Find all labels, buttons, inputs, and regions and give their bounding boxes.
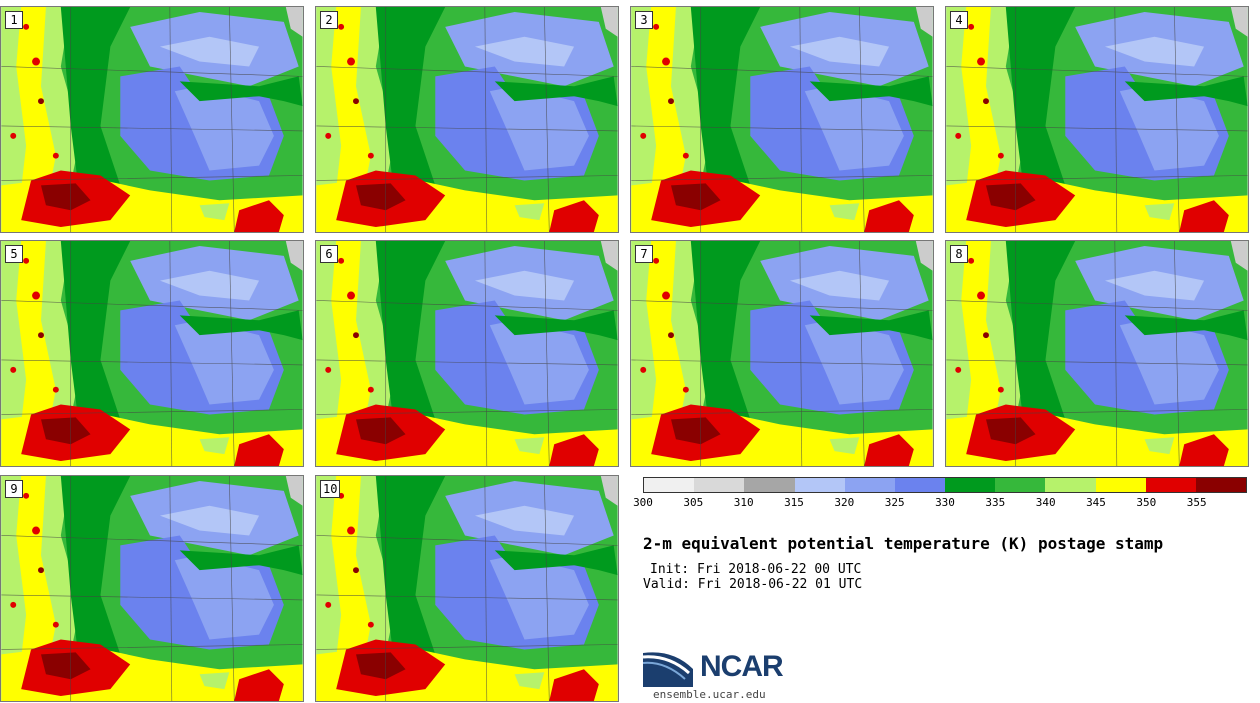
colorbar-tick-label: 300 [633, 496, 653, 509]
colorbar-swatch-320 [844, 478, 895, 492]
ncar-url: ensemble.ucar.edu [653, 688, 766, 701]
member-panel-6: 6 [315, 240, 619, 467]
map-member-4 [946, 7, 1248, 232]
valid-time: Valid: Fri 2018-06-22 01 UTC [643, 577, 863, 592]
product-title: 2-m equivalent potential temperature (K)… [643, 534, 1164, 553]
init-time: Init: Fri 2018-06-22 00 UTC [650, 562, 862, 577]
member-label-3: 3 [635, 11, 653, 29]
map-member-6 [316, 241, 618, 466]
member-panel-9: 9 [0, 475, 304, 702]
colorbar-swatch-325 [894, 478, 946, 492]
member-panel-10: 10 [315, 475, 619, 702]
colorbar-tick-label: 325 [884, 496, 905, 509]
colorbar-swatch-330 [945, 478, 996, 492]
map-member-3 [631, 7, 933, 232]
member-panel-5: 5 [0, 240, 304, 467]
member-panel-8: 8 [945, 240, 1249, 467]
member-label-2: 2 [320, 11, 338, 29]
map-member-7 [631, 241, 933, 466]
member-label-1: 1 [5, 11, 23, 29]
colorbar-tick-label: 355 [1186, 496, 1207, 509]
ncar-logo-icon [643, 652, 693, 687]
member-panel-4: 4 [945, 6, 1249, 233]
colorbar-swatch-335 [995, 478, 1046, 492]
colorbar-swatch-355 [1195, 478, 1247, 492]
colorbar-tick-label: 310 [733, 496, 754, 509]
member-panel-7: 7 [630, 240, 934, 467]
member-label-10: 10 [320, 480, 341, 498]
colorbar-swatch-350 [1145, 478, 1196, 492]
member-panel-3: 3 [630, 6, 934, 233]
colorbar-tick-label: 340 [1035, 496, 1056, 509]
colorbar [643, 477, 1247, 493]
colorbar-swatch-345 [1095, 478, 1146, 492]
ncar-logo-text: NCAR [700, 650, 784, 683]
member-label-6: 6 [320, 245, 338, 263]
member-panel-2: 2 [315, 6, 619, 233]
map-member-2 [316, 7, 618, 232]
member-label-5: 5 [5, 245, 23, 263]
colorbar-swatch-315 [794, 478, 845, 492]
member-label-4: 4 [950, 11, 968, 29]
colorbar-swatch-300 [644, 478, 695, 492]
colorbar-tick-label: 315 [784, 496, 804, 509]
colorbar-swatch-305 [694, 478, 745, 492]
colorbar-tick-label: 330 [935, 496, 955, 509]
colorbar-tick-label: 345 [1086, 496, 1106, 509]
map-member-9 [1, 476, 303, 701]
member-label-8: 8 [950, 245, 968, 263]
colorbar-ticks: 300 305 310 315 320 325 330 335 340 345 350 355 [633, 496, 1247, 514]
map-member-10 [316, 476, 618, 701]
colorbar-swatch-340 [1045, 478, 1096, 492]
member-label-9: 9 [5, 480, 23, 498]
colorbar-tick-label: 350 [1136, 496, 1157, 509]
member-panel-1: 1 [0, 6, 304, 233]
map-member-8 [946, 241, 1248, 466]
map-member-5 [1, 241, 303, 466]
colorbar-swatch-310 [744, 478, 795, 492]
colorbar-tick-label: 335 [985, 496, 1006, 509]
colorbar-tick-label: 305 [683, 496, 704, 509]
colorbar-tick-label: 320 [834, 496, 855, 509]
member-label-7: 7 [635, 245, 653, 263]
map-member-1 [1, 7, 303, 232]
